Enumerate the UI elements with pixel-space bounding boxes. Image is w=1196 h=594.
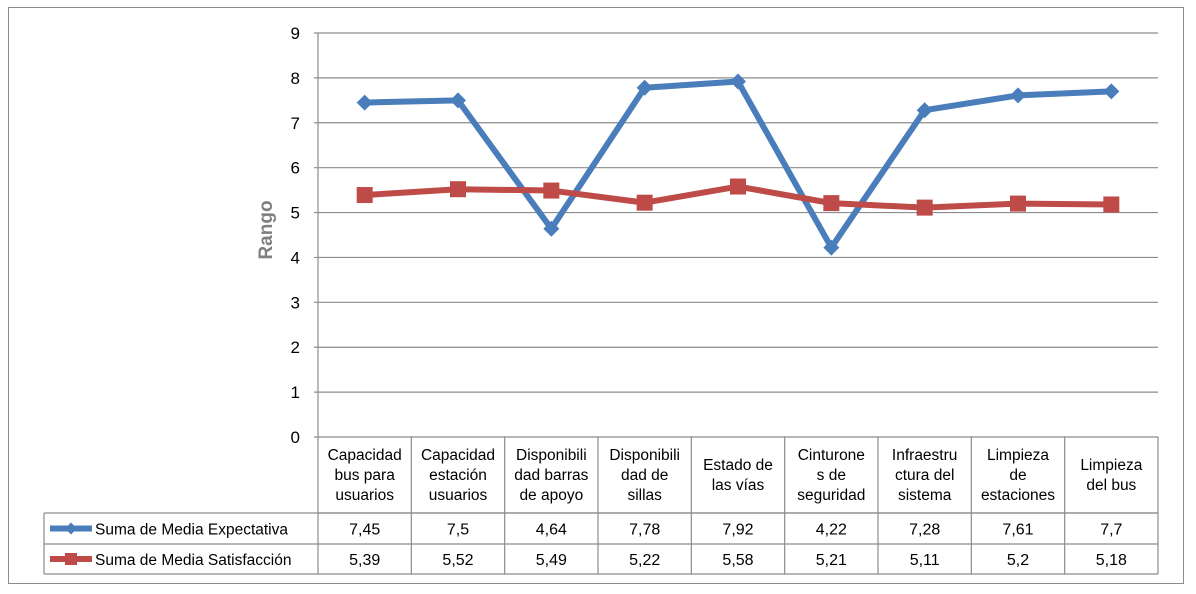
- y-tick-label: 1: [291, 383, 300, 402]
- data-table-value: 5,11: [910, 552, 940, 569]
- data-point-marker: [823, 239, 840, 256]
- data-table-value: 5,49: [536, 552, 567, 569]
- data-table-value: 5,18: [1096, 552, 1127, 569]
- category-label: las vías: [712, 477, 765, 494]
- data-table-value: 5,21: [816, 552, 847, 569]
- legend-marker: [65, 553, 77, 565]
- data-point-marker: [1010, 195, 1026, 212]
- category-label: Cinturone: [798, 447, 865, 464]
- data-point-marker: [730, 178, 746, 195]
- y-tick-label: 6: [291, 159, 300, 178]
- legend-label: Suma de Media Expectativa: [95, 522, 288, 539]
- category-label: Limpieza: [987, 447, 1049, 464]
- y-tick-label: 4: [291, 248, 300, 267]
- data-point-marker: [1103, 196, 1120, 213]
- data-point-marker: [1103, 83, 1120, 100]
- category-label: de: [1009, 467, 1026, 484]
- y-tick-label: 3: [291, 293, 300, 312]
- category-label: Disponibili: [609, 447, 680, 464]
- y-tick-label: 8: [291, 69, 300, 88]
- y-tick-label: 0: [291, 428, 300, 447]
- category-label: usuarios: [335, 487, 394, 504]
- category-label: Disponibili: [516, 447, 587, 464]
- data-table-value: 4,22: [816, 522, 847, 539]
- category-label: del bus: [1086, 477, 1136, 494]
- data-point-marker: [916, 102, 933, 119]
- data-table-value: 7,7: [1100, 522, 1122, 539]
- data-table-value: 5,2: [1007, 552, 1029, 569]
- data-table-value: 5,58: [722, 552, 753, 569]
- legend-marker: [65, 522, 77, 535]
- category-label: Estado de: [703, 457, 773, 474]
- category-label: de apoyo: [519, 487, 583, 504]
- y-tick-label: 9: [291, 24, 300, 43]
- series-line: [361, 78, 1115, 251]
- chart-frame: [8, 7, 1184, 584]
- category-label: estación: [429, 467, 487, 484]
- data-point-marker: [356, 187, 373, 204]
- data-table-value: 7,61: [1002, 522, 1033, 539]
- data-point-marker: [356, 94, 373, 111]
- data-table-value: 7,5: [447, 522, 469, 539]
- category-label: Capacidad: [421, 447, 495, 464]
- category-label: estaciones: [981, 487, 1055, 504]
- data-table-value: 4,64: [536, 522, 567, 539]
- data-point-marker: [450, 181, 466, 198]
- data-table-value: 7,28: [909, 522, 940, 539]
- category-label: s de: [817, 467, 846, 484]
- category-label: usuarios: [429, 487, 488, 504]
- y-axis-label: Rango: [256, 200, 277, 259]
- data-point-marker: [450, 92, 466, 109]
- category-label: bus para: [335, 467, 396, 484]
- data-point-marker: [636, 194, 653, 211]
- category-label: Infraestru: [892, 447, 957, 464]
- data-table-value: 5,39: [349, 552, 380, 569]
- category-label: dad barras: [514, 467, 588, 484]
- data-point-marker: [916, 199, 933, 216]
- category-label: ctura del: [895, 467, 954, 484]
- data-point-marker: [636, 79, 653, 96]
- data-table-value: 7,92: [722, 522, 753, 539]
- y-tick-label: 5: [291, 204, 300, 223]
- category-label: Limpieza: [1080, 457, 1142, 474]
- category-label: dad de: [621, 467, 668, 484]
- data-point-marker: [543, 182, 560, 199]
- data-table-value: 7,78: [629, 522, 660, 539]
- data-point-marker: [823, 195, 840, 212]
- data-point-marker: [730, 73, 746, 90]
- legend-label: Suma de Media Satisfacción: [95, 552, 291, 569]
- data-point-marker: [543, 220, 560, 237]
- category-label: seguridad: [797, 487, 865, 504]
- data-table-value: 5,52: [442, 552, 473, 569]
- category-label: Capacidad: [328, 447, 402, 464]
- data-table-value: 7,45: [349, 522, 380, 539]
- y-tick-label: 2: [291, 338, 300, 357]
- y-tick-label: 7: [291, 114, 300, 133]
- data-point-marker: [1010, 87, 1026, 104]
- category-label: sistema: [898, 487, 952, 504]
- category-label: sillas: [627, 487, 662, 504]
- data-table-value: 5,22: [629, 552, 660, 569]
